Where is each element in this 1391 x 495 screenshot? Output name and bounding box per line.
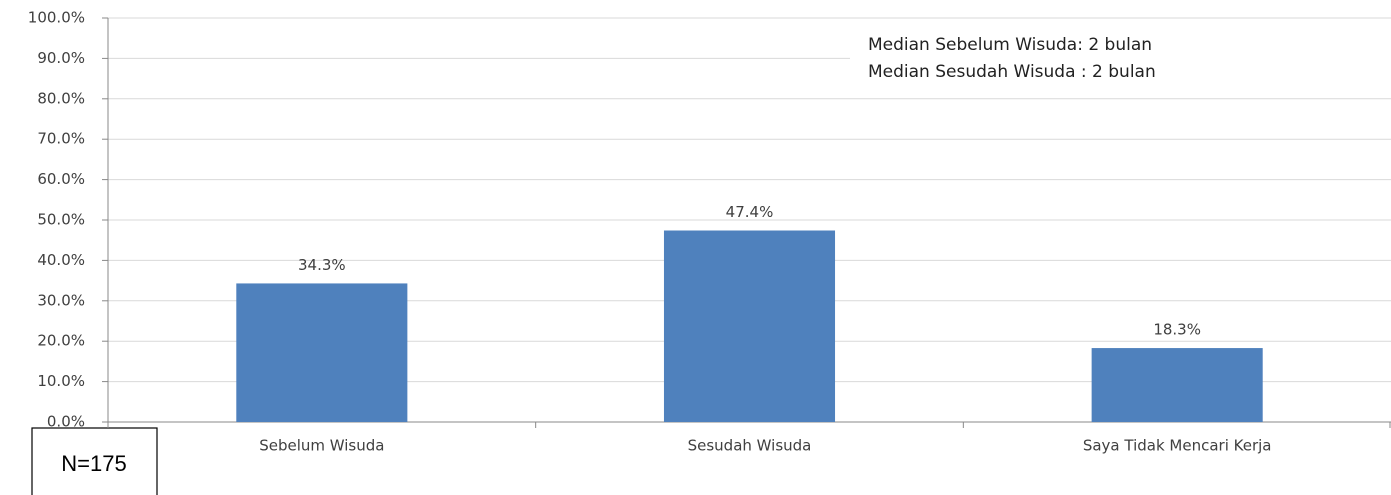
x-tick-label: Sebelum Wisuda	[259, 437, 384, 455]
y-tick-label: 30.0%	[37, 291, 85, 309]
annotation-box	[850, 26, 1391, 98]
y-tick-label: 10.0%	[37, 372, 85, 390]
y-tick-label: 100.0%	[28, 9, 85, 27]
y-tick-label: 90.0%	[37, 49, 85, 67]
y-tick-label: 0.0%	[47, 413, 85, 431]
bar	[1091, 348, 1263, 422]
y-tick-label: 80.0%	[37, 89, 85, 107]
bar	[236, 283, 408, 422]
y-tick-label: 70.0%	[37, 130, 85, 148]
data-label: 47.4%	[726, 203, 774, 221]
annotation: N=175	[61, 451, 126, 476]
x-tick-label: Saya Tidak Mencari Kerja	[1083, 437, 1272, 455]
y-tick-label: 60.0%	[37, 170, 85, 188]
bar	[663, 230, 836, 422]
annotation: Median Sebelum Wisuda: 2 bulan	[868, 35, 1152, 55]
y-tick-label: 50.0%	[37, 211, 85, 229]
annotation: Median Sesudah Wisuda : 2 bulan	[868, 62, 1156, 82]
n-box	[31, 427, 158, 495]
y-tick-label: 20.0%	[37, 332, 85, 350]
data-label: 34.3%	[298, 256, 346, 274]
data-label: 18.3%	[1153, 321, 1201, 339]
x-tick-label: Sesudah Wisuda	[688, 437, 812, 455]
y-tick-label: 40.0%	[37, 251, 85, 269]
